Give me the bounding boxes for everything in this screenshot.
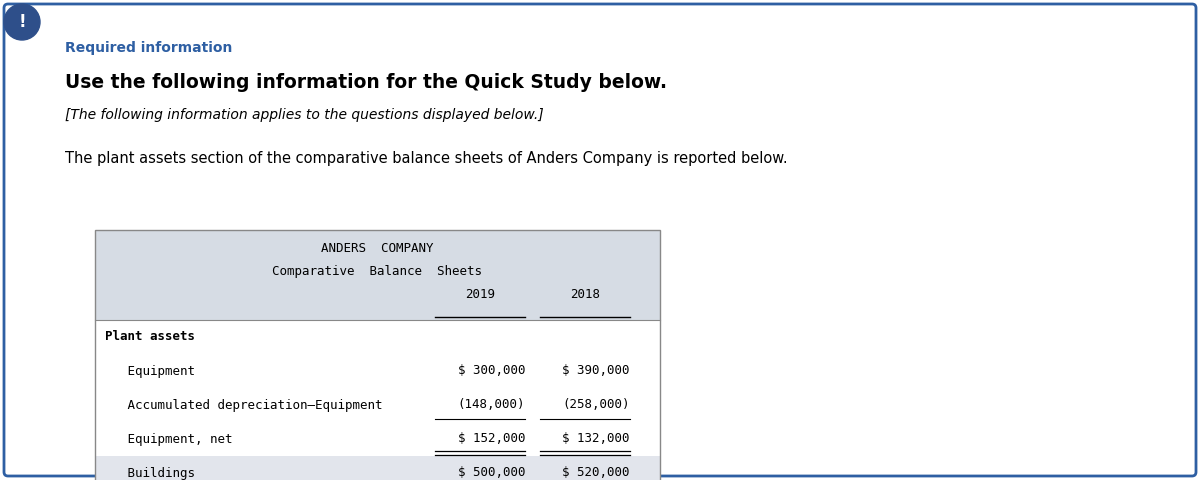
Text: Equipment: Equipment (106, 364, 194, 377)
Circle shape (4, 4, 40, 40)
Bar (95, 230, 660, 320)
Text: $ 152,000: $ 152,000 (457, 432, 526, 445)
Text: !: ! (18, 13, 26, 31)
Text: $ 390,000: $ 390,000 (563, 364, 630, 377)
Text: $ 132,000: $ 132,000 (563, 432, 630, 445)
FancyBboxPatch shape (4, 4, 1196, 476)
Text: Required information: Required information (65, 41, 233, 55)
Text: Buildings: Buildings (106, 467, 194, 480)
Text: The plant assets section of the comparative balance sheets of Anders Company is : The plant assets section of the comparat… (65, 151, 787, 166)
Text: 2018: 2018 (570, 288, 600, 301)
Bar (95, 230, 660, 480)
Text: Plant assets: Plant assets (106, 331, 194, 344)
Text: Accumulated depreciation–Equipment: Accumulated depreciation–Equipment (106, 398, 383, 411)
Text: Use the following information for the Quick Study below.: Use the following information for the Qu… (65, 72, 667, 92)
Text: ANDERS  COMPANY: ANDERS COMPANY (322, 241, 433, 254)
Bar (95, 456, 660, 480)
Text: 2019: 2019 (466, 288, 496, 301)
Text: Equipment, net: Equipment, net (106, 432, 233, 445)
Text: [The following information applies to the questions displayed below.]: [The following information applies to th… (65, 108, 544, 122)
Text: Comparative  Balance  Sheets: Comparative Balance Sheets (272, 265, 482, 278)
Text: $ 500,000: $ 500,000 (457, 467, 526, 480)
Text: (258,000): (258,000) (563, 398, 630, 411)
Text: $ 520,000: $ 520,000 (563, 467, 630, 480)
Text: $ 300,000: $ 300,000 (457, 364, 526, 377)
Text: (148,000): (148,000) (457, 398, 526, 411)
